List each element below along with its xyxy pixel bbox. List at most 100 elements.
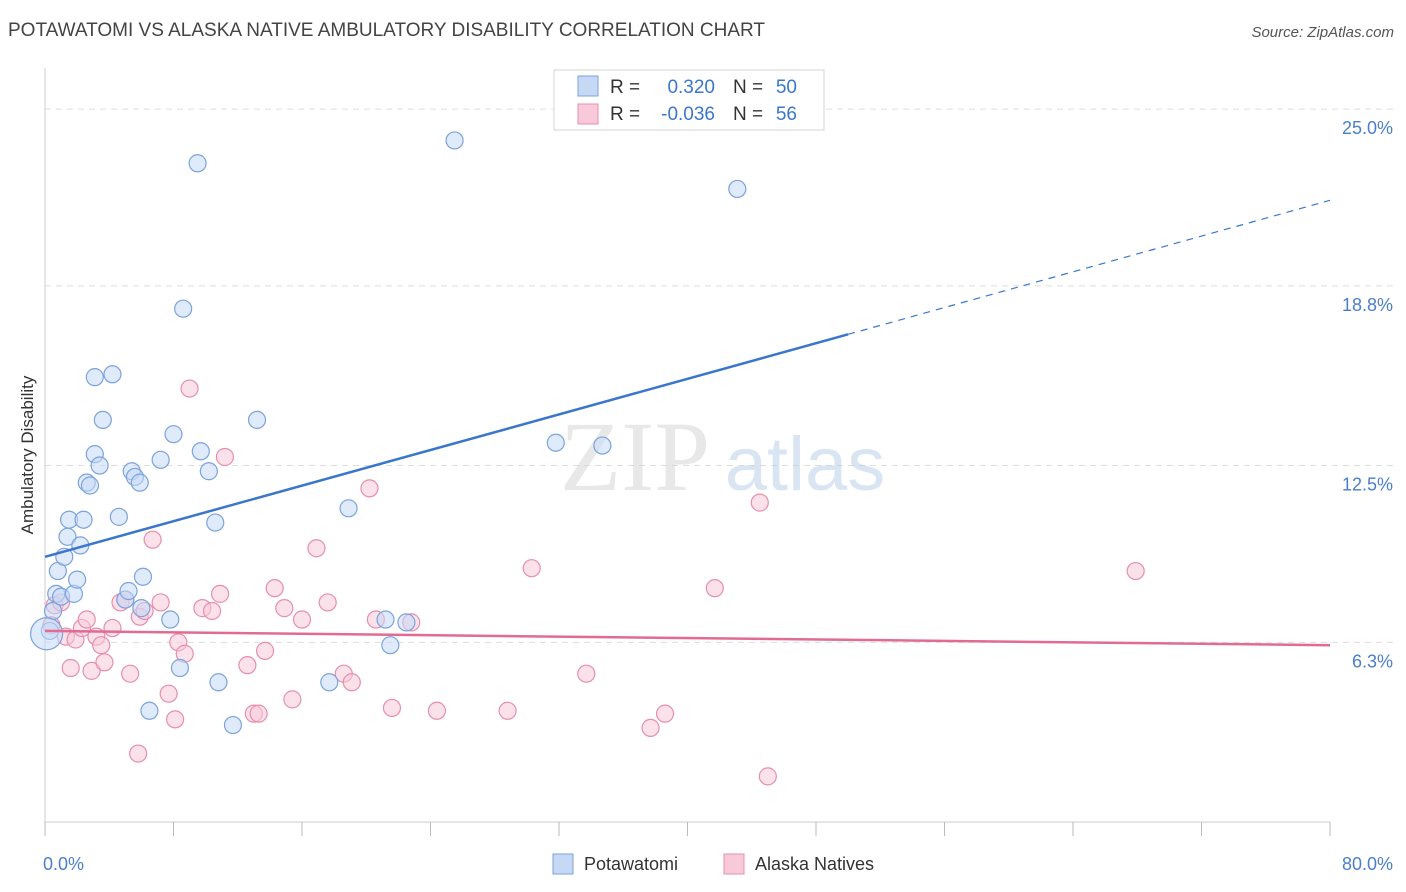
alaska-natives-point [655,704,675,723]
stats-legend-box [553,69,825,131]
alaska-natives-point [265,579,284,598]
alaska-natives-point [143,530,162,549]
potawatomi-point [199,462,218,481]
stats-r-label-pink: R = [610,104,640,125]
stats-legend: R = 0.320 N = 50 R = -0.036 N = 56 [553,69,825,131]
alaska-natives-point [77,610,96,629]
alaska-natives-point [641,718,660,737]
alaska-natives-point [61,658,80,678]
stats-r-value-blue: 0.320 [667,77,715,98]
potawatomi-trend-extension [847,199,1331,335]
alaska-natives-trend-line [44,629,1331,647]
potawatomi-point [74,510,93,529]
potawatomi-point [161,610,180,629]
alaska-natives-point [255,641,275,660]
y-tick-label: 6.3% [1352,651,1393,671]
potawatomi-point [80,476,100,495]
alaska-natives-point [121,664,140,683]
potawatomi-point [85,368,104,387]
potawatomi-point [151,450,170,469]
potawatomi-trend-line [44,333,849,558]
potawatomi-point [223,715,243,735]
stats-n-value-pink: 56 [776,104,797,125]
y-tick-label: 18.8% [1342,295,1393,315]
x-tick-label-min: 0.0% [43,854,84,874]
alaska-natives-point [498,701,517,720]
stats-r-label-blue: R = [610,77,640,98]
potawatomi-point [133,567,153,586]
potawatomi-point [320,673,339,692]
legend-swatch-alaska-natives [723,853,745,875]
stats-n-label-pink: N = [733,104,763,125]
potawatomi-point [247,410,267,430]
alaska-natives-point [238,656,257,675]
watermark: ZIP atlas [560,401,885,512]
alaska-natives-point [318,593,337,612]
potawatomi-point [339,499,358,518]
potawatomi-point [209,673,228,692]
alaska-natives-point [95,653,114,672]
stats-r-value-pink: -0.036 [661,104,715,125]
x-tick-labels: 0.0% 80.0% [43,854,1393,874]
potawatomi-point [397,613,416,632]
alaska-natives-point [283,690,302,709]
potawatomi-point [170,658,190,678]
alaska-natives-point [705,579,724,598]
potawatomi-point [140,701,159,720]
stats-n-label-blue: N = [733,77,763,98]
legend-label-alaska-natives: Alaska Natives [755,854,874,874]
alaska-natives-point [427,701,447,720]
stats-legend-swatch-blue [577,75,599,97]
stats-legend-swatch-pink [577,103,599,125]
alaska-natives-point [758,767,777,786]
alaska-natives-point [522,559,541,578]
axes [44,68,1331,836]
alaska-natives-point [202,601,222,621]
alaska-natives-point [103,618,122,638]
watermark-atlas: atlas [725,422,886,507]
source-label: Source: ZipAtlas.com [1251,24,1394,41]
alaska-natives-point [382,698,402,718]
potawatomi-point [30,617,64,651]
potawatomi-point [132,599,151,618]
potawatomi-points [30,131,747,735]
trend-lines [44,199,1331,647]
potawatomi-point [93,410,112,430]
alaska-natives-point [180,379,199,398]
chart-title: POTAWATOMI VS ALASKA NATIVE AMBULATORY D… [8,20,766,41]
potawatomi-point [191,442,210,461]
watermark-zip: ZIP [560,401,710,512]
potawatomi-point [130,473,149,492]
alaska-natives-point [92,636,111,655]
alaska-natives-point [249,704,268,723]
potawatomi-point [206,513,225,532]
potawatomi-point [188,154,207,173]
alaska-natives-point [307,539,326,558]
y-tick-label: 12.5% [1342,475,1393,495]
y-tick-label: 25.0% [1342,118,1393,138]
potawatomi-point [546,433,565,452]
alaska-natives-point [292,610,312,629]
alaska-natives-point [342,673,361,692]
potawatomi-point [119,581,138,601]
alaska-natives-point [159,684,178,703]
potawatomi-point [90,456,109,475]
legend-swatch-potawatomi [552,853,574,875]
alaska-natives-point [166,710,185,729]
potawatomi-point [445,131,464,150]
alaska-natives-point [151,593,170,612]
alaska-natives-point [129,744,148,763]
alaska-natives-point [750,493,769,512]
alaska-natives-point [215,447,234,467]
potawatomi-point [109,507,128,526]
potawatomi-point [593,436,612,455]
potawatomi-point [174,299,193,318]
potawatomi-point [164,425,183,444]
potawatomi-point [381,636,400,655]
series-legend: Potawatomi Alaska Natives [552,853,874,875]
stats-n-value-blue: 50 [776,77,797,98]
grid-lines [45,108,1395,643]
alaska-natives-point [360,479,379,498]
y-tick-labels: 6.3% 12.5% 18.8% 25.0% [1342,118,1393,671]
